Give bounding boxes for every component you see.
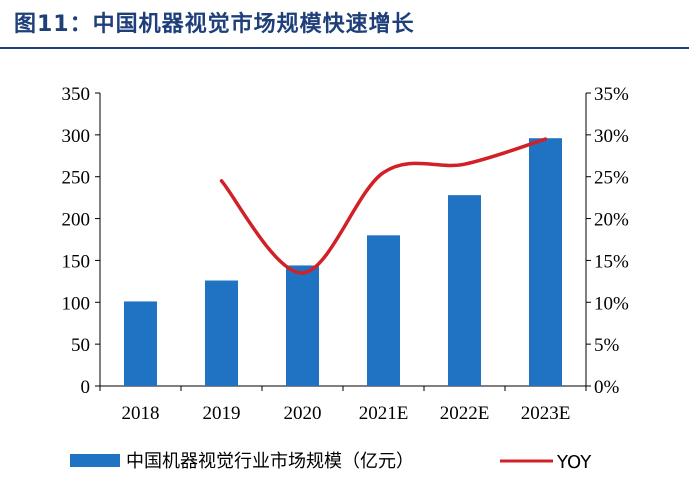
x-tick-label: 2020 xyxy=(284,403,322,424)
legend-bar-swatch xyxy=(70,454,120,467)
left-y-tick-label: 200 xyxy=(62,210,91,231)
bar xyxy=(124,301,157,386)
left-y-tick-label: 150 xyxy=(62,251,91,272)
right-y-tick-label: 35% xyxy=(594,84,629,105)
legend-bar-label: 中国机器视觉行业市场规模（亿元） xyxy=(126,451,414,472)
left-y-tick-label: 0 xyxy=(81,377,91,398)
legend: 中国机器视觉行业市场规模（亿元） YOY xyxy=(70,451,592,473)
left-y-tick-label: 50 xyxy=(71,335,90,356)
left-y-tick-label: 100 xyxy=(62,293,91,314)
x-tick-label: 2019 xyxy=(203,403,241,424)
x-tick-label: 2023E xyxy=(521,403,571,424)
bar xyxy=(205,280,238,386)
right-y-tick-label: 25% xyxy=(594,168,629,189)
left-y-tick-label: 300 xyxy=(62,126,91,147)
x-tick-label: 2021E xyxy=(359,403,409,424)
bar-series xyxy=(124,138,562,386)
bar xyxy=(529,138,562,386)
yoy-line xyxy=(219,137,548,275)
axes xyxy=(95,92,591,391)
right-y-tick-label: 0% xyxy=(594,377,620,398)
bar xyxy=(448,195,481,386)
right-y-tick-label: 15% xyxy=(594,251,629,272)
title-divider xyxy=(0,47,689,49)
right-y-tick-label: 5% xyxy=(594,335,620,356)
chart-title: 图11：中国机器视觉市场规模快速增长 xyxy=(14,12,415,37)
bar xyxy=(286,265,319,386)
right-y-tick-label: 20% xyxy=(594,210,629,231)
left-y-tick-label: 350 xyxy=(62,84,91,105)
right-y-tick-label: 10% xyxy=(594,293,629,314)
right-y-tick-label: 30% xyxy=(594,126,629,147)
legend-line-label: YOY xyxy=(556,452,592,473)
tick-labels: 0 50 100 150 200 250 300 350 0% 5% 10% 15% 20% 25% 30%… xyxy=(62,84,630,424)
bar xyxy=(367,235,400,386)
yoy-line-series xyxy=(219,137,548,275)
x-tick-label: 2018 xyxy=(122,403,160,424)
left-y-tick-label: 250 xyxy=(62,168,91,189)
x-tick-label: 2022E xyxy=(440,403,490,424)
